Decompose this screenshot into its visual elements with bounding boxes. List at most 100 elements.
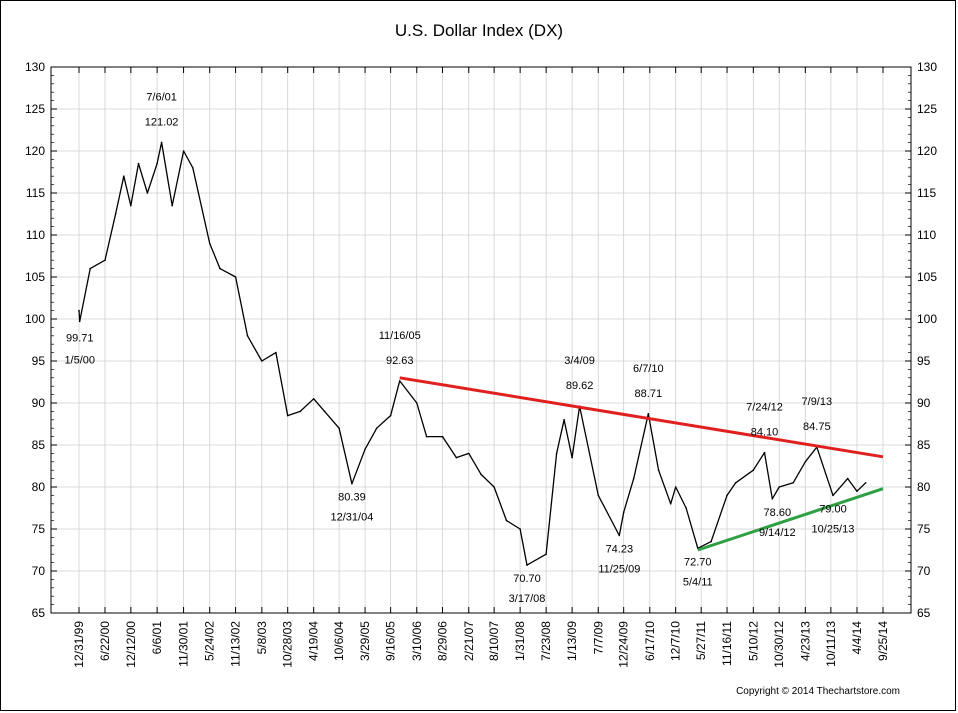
data-point — [375, 427, 378, 430]
x-tick-label: 5/27/11 — [694, 621, 708, 660]
data-point — [312, 398, 315, 400]
y-tick-label: 130 — [917, 60, 937, 74]
annotation-value: 72.70 — [684, 556, 712, 568]
y-tick-label: 110 — [26, 228, 45, 242]
x-tick-label: 9/16/05 — [384, 621, 398, 661]
data-point — [763, 451, 766, 454]
data-point — [480, 473, 482, 476]
x-tick-label: 1/13/09 — [565, 621, 579, 661]
resistance-trendline — [399, 376, 884, 459]
x-tick-label: 10/28/03 — [281, 621, 295, 668]
y-tick-label: 130 — [25, 60, 45, 74]
x-tick-label: 10/30/12 — [772, 621, 786, 668]
annotation-value: 84.10 — [751, 427, 779, 439]
data-point — [441, 435, 444, 438]
series-group — [78, 141, 884, 566]
data-point — [323, 410, 326, 413]
y-tick-label: 95 — [32, 354, 46, 368]
x-tick-label: 8/29/06 — [435, 621, 449, 661]
data-point — [286, 414, 289, 417]
annotation-value: 80.39 — [338, 492, 366, 504]
y-tick-label: 65 — [917, 606, 931, 620]
data-point — [669, 503, 672, 505]
x-tick-label: 5/10/12 — [746, 621, 760, 661]
annotation-date: 7/24/12 — [746, 402, 783, 414]
data-point — [710, 540, 712, 543]
data-point — [160, 141, 163, 144]
data-point — [351, 482, 353, 485]
annotation-date: 11/16/05 — [379, 330, 421, 342]
annotation-value: 70.70 — [513, 573, 541, 585]
x-tick-label: 5/24/02 — [203, 621, 217, 661]
annotation-date: 7/9/13 — [802, 396, 833, 408]
y-tick-label: 80 — [917, 480, 931, 494]
data-point — [647, 413, 650, 415]
annotation-value: 89.62 — [566, 380, 594, 392]
x-tick-label: 10/11/13 — [824, 621, 838, 667]
y-tick-label: 105 — [25, 270, 45, 284]
annotation-value: 84.75 — [803, 421, 831, 433]
data-point — [545, 553, 547, 555]
chart-title: U.S. Dollar Index (DX) — [395, 21, 563, 40]
data-point — [563, 419, 565, 421]
x-tick-label: 5/8/03 — [255, 621, 269, 655]
y-tick-label: 75 — [32, 522, 46, 536]
data-point — [78, 309, 80, 312]
data-point — [89, 267, 91, 270]
copyright-text: Copyright © 2014 Thechartstore.com — [736, 686, 900, 697]
y-tick-label: 90 — [917, 396, 931, 410]
y-axis-right: 65 70 75 80 85 90 95 100 105 110 115 120 125 130 — [905, 60, 937, 620]
x-tick-label: 11/30/01 — [177, 621, 191, 667]
plot-border — [50, 66, 912, 614]
y-tick-label: 100 — [25, 312, 45, 326]
data-point — [468, 452, 470, 455]
data-point — [856, 490, 858, 493]
data-point — [123, 175, 125, 177]
x-tick-label: 4/19/04 — [307, 621, 321, 661]
data-point — [505, 519, 508, 522]
annotation-date: 6/7/10 — [633, 363, 664, 375]
data-point — [726, 494, 728, 497]
y-tick-label: 95 — [917, 354, 931, 368]
data-point — [146, 192, 149, 194]
data-point — [208, 242, 211, 245]
annotation-date: 5/4/11 — [683, 576, 713, 588]
data-point — [78, 320, 81, 323]
x-tick-label: 12/12/00 — [124, 621, 138, 668]
annotation-date: 12/31/04 — [331, 512, 374, 524]
data-point — [114, 213, 117, 215]
annotation-value: 99.71 — [66, 332, 94, 344]
y-tick-label: 125 — [917, 102, 937, 116]
data-point — [657, 469, 660, 472]
data-point — [104, 259, 106, 262]
data-point — [685, 507, 687, 509]
data-point — [555, 452, 558, 455]
y-tick-label: 120 — [25, 144, 45, 158]
x-tick-label: 9/25/14 — [876, 621, 890, 661]
annotation-value: 88.71 — [635, 388, 663, 400]
y-tick-label: 70 — [32, 564, 46, 578]
x-tick-label: 1/31/08 — [513, 621, 527, 661]
x-axis: 12/31/99 6/22/00 12/12/00 6/6/01 11/30/01 5/2… — [72, 67, 890, 668]
y-tick-label: 90 — [32, 396, 46, 410]
annotation-value: 74.23 — [606, 543, 634, 555]
y-tick-label: 125 — [25, 102, 45, 116]
support-trendline — [697, 487, 884, 552]
x-tick-label: 12/24/09 — [617, 621, 631, 668]
data-point — [519, 528, 521, 530]
x-tick-label: 4/4/14 — [850, 621, 864, 655]
data-point — [275, 351, 277, 354]
y-tick-label: 115 — [917, 186, 936, 200]
annotation-date: 1/5/00 — [64, 354, 95, 366]
data-point — [632, 477, 635, 480]
x-tick-label: 6/17/10 — [643, 621, 657, 661]
x-tick-label: 11/16/11 — [720, 621, 734, 666]
annotation-value: 92.63 — [386, 355, 414, 367]
y-tick-label: 80 — [32, 480, 46, 494]
data-point — [526, 564, 528, 566]
x-tick-label: 7/23/08 — [539, 621, 553, 661]
y-tick-label: 65 — [32, 606, 46, 620]
data-point — [398, 380, 401, 382]
data-point — [425, 435, 428, 438]
